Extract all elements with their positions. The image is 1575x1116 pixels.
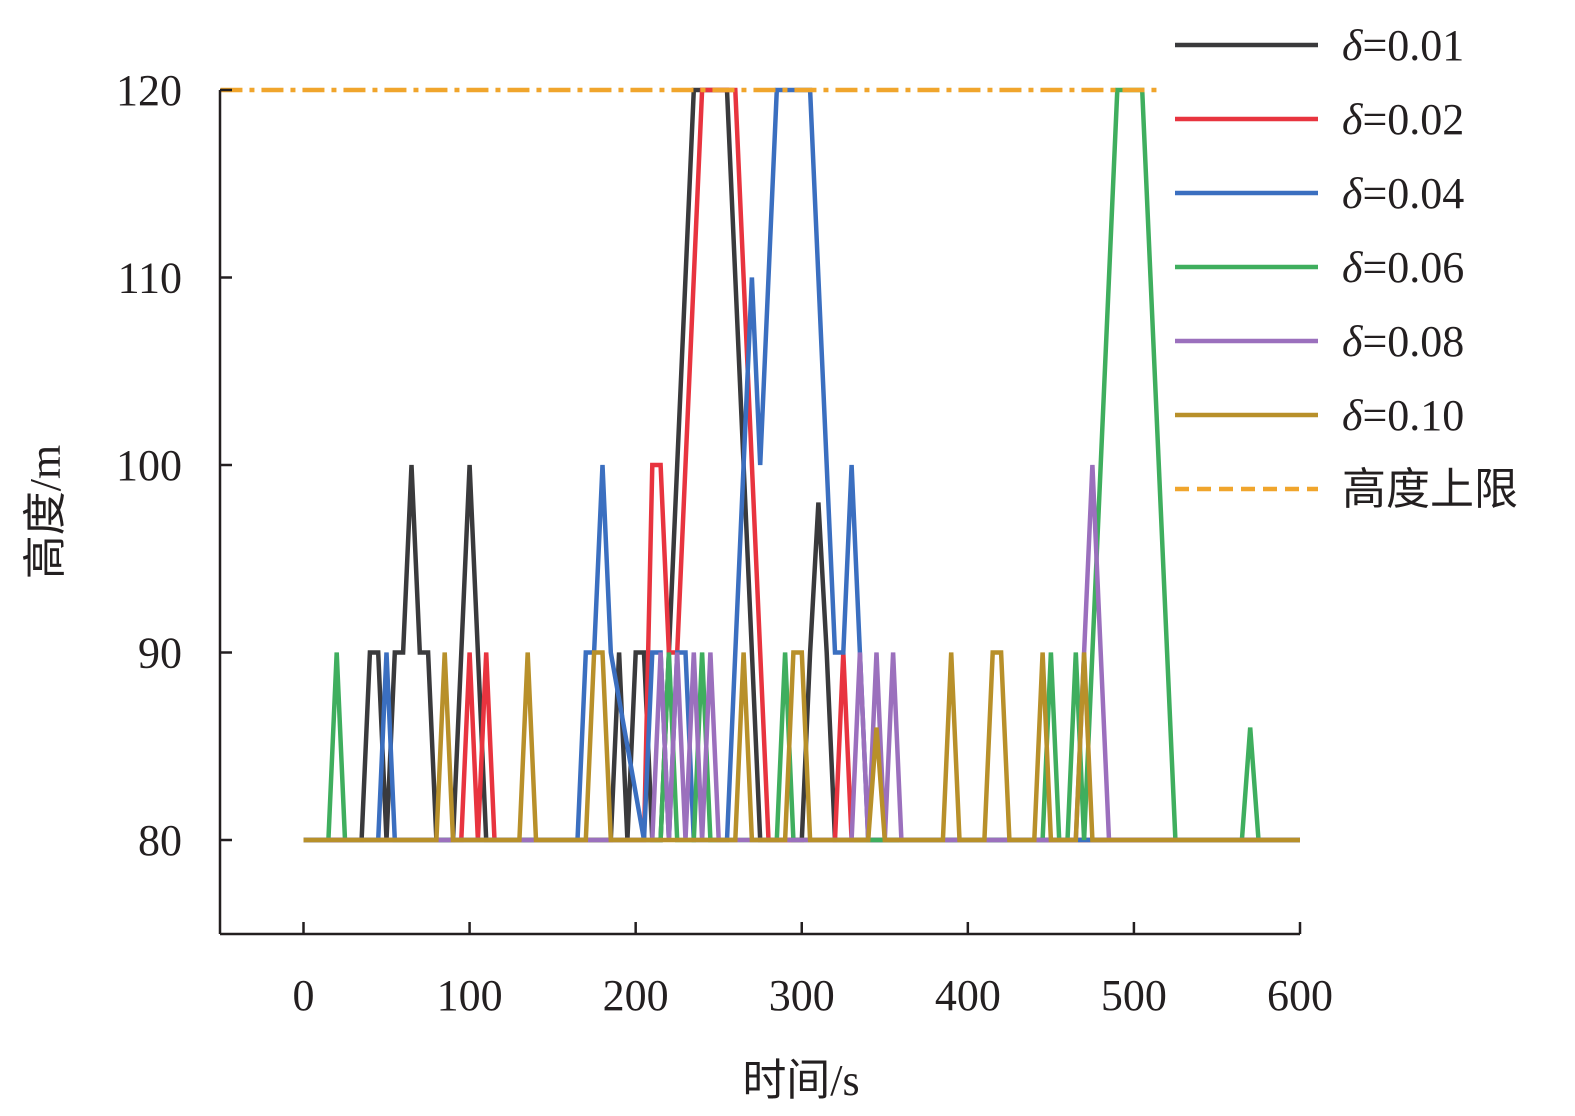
y-axis-title: 高度/m (21, 445, 70, 579)
series-line-4 (303, 87, 1300, 843)
x-tick-label: 500 (1101, 971, 1167, 1020)
x-tick-label: 0 (293, 971, 315, 1020)
series-line-1 (303, 87, 1300, 843)
y-tick-label: 110 (118, 254, 182, 303)
legend-label-limit: 高度上限 (1342, 465, 1518, 514)
series-line-6 (303, 650, 1300, 843)
series-layer (303, 87, 1300, 843)
legend-label: δ=0.04 (1342, 169, 1464, 218)
legend-label: δ=0.08 (1342, 317, 1464, 366)
y-tick-label: 120 (116, 66, 182, 115)
y-ticks: 80 90 100 110 120 (116, 66, 232, 865)
y-tick-label: 80 (138, 816, 182, 865)
legend-label: δ=0.02 (1342, 95, 1464, 144)
y-tick-label: 100 (116, 441, 182, 490)
x-tick-label: 400 (935, 971, 1001, 1020)
series-line-5 (303, 464, 1300, 843)
x-axis-title: 时间/s (742, 1056, 859, 1105)
legend-label: δ=0.10 (1342, 391, 1464, 440)
y-tick-label: 90 (138, 629, 182, 678)
axes: 0 100 200 300 400 500 600 80 90 100 110 120 (116, 66, 1333, 1020)
x-tick-label: 300 (769, 971, 835, 1020)
legend-label: δ=0.06 (1342, 243, 1464, 292)
x-tick-label: 200 (603, 971, 669, 1020)
legend-label: δ=0.01 (1342, 21, 1464, 70)
x-tick-label: 600 (1267, 971, 1333, 1020)
x-ticks: 0 100 200 300 400 500 600 (293, 922, 1333, 1020)
series-line-3 (303, 87, 1300, 843)
series-line-2 (303, 87, 1300, 843)
x-tick-label: 100 (437, 971, 503, 1020)
plot-area (220, 87, 1300, 843)
legend: δ=0.01 δ=0.02 δ=0.04 δ=0.06 δ=0.08 δ=0.10 高度上限 (1175, 21, 1518, 514)
